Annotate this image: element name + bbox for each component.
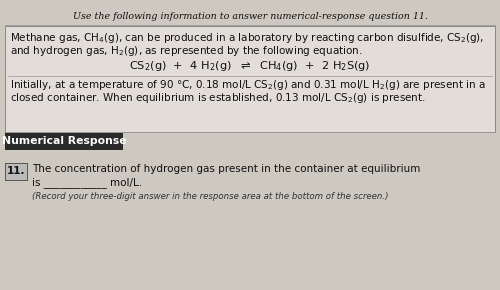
Text: Use the following information to answer numerical-response question 11.: Use the following information to answer … xyxy=(72,12,428,21)
Text: is ____________ mol/L.: is ____________ mol/L. xyxy=(32,177,142,188)
FancyBboxPatch shape xyxy=(5,26,495,132)
Text: Methane gas, CH$_4$(g), can be produced in a laboratory by reacting carbon disul: Methane gas, CH$_4$(g), can be produced … xyxy=(10,31,484,45)
Text: CS$_2$(g)  +  4 H$_2$(g)  $\rightleftharpoons$  CH$_4$(g)  +  2 H$_2$S(g): CS$_2$(g) + 4 H$_2$(g) $\rightleftharpoo… xyxy=(130,59,370,73)
Text: closed container. When equilibrium is established, 0.13 mol/L CS$_2$(g) is prese: closed container. When equilibrium is es… xyxy=(10,91,426,105)
Text: 11.: 11. xyxy=(7,166,25,177)
Text: (Record your three-digit answer in the response area at the bottom of the screen: (Record your three-digit answer in the r… xyxy=(32,192,389,201)
Text: Initially, at a temperature of 90 °C, 0.18 mol/L CS$_2$(g) and 0.31 mol/L H$_2$(: Initially, at a temperature of 90 °C, 0.… xyxy=(10,78,486,92)
Text: and hydrogen gas, H$_2$(g), as represented by the following equation.: and hydrogen gas, H$_2$(g), as represent… xyxy=(10,44,362,58)
Text: The concentration of hydrogen gas present in the container at equilibrium: The concentration of hydrogen gas presen… xyxy=(32,164,420,174)
FancyBboxPatch shape xyxy=(5,163,27,180)
Text: Numerical Response: Numerical Response xyxy=(2,137,126,146)
FancyBboxPatch shape xyxy=(5,133,123,150)
